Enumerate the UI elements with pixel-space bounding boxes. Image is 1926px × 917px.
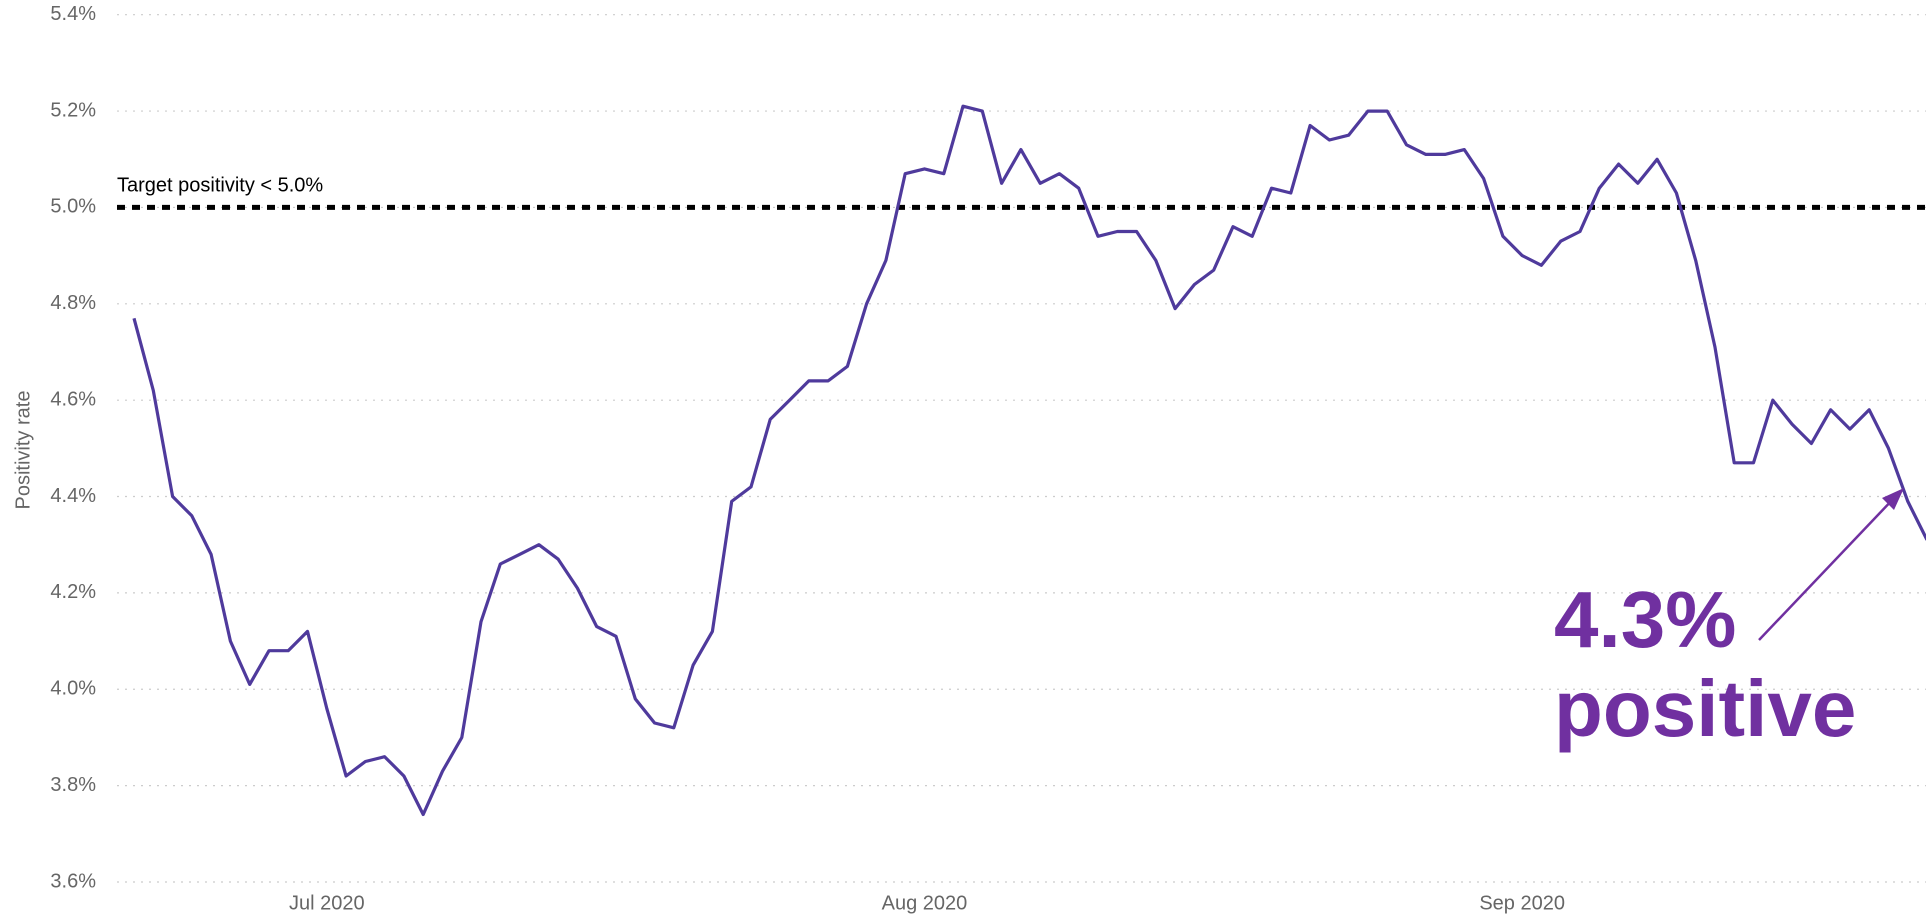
annotation-text: positive (1554, 664, 1856, 753)
target-label: Target positivity < 5.0% (117, 175, 323, 197)
y-tick-label: 4.8% (50, 292, 96, 314)
x-tick-label: Aug 2020 (882, 892, 968, 914)
y-tick-label: 4.6% (50, 388, 96, 410)
y-tick-label: 3.8% (50, 774, 96, 796)
y-tick-label: 3.6% (50, 870, 96, 892)
y-axis-label: Positivity rate (12, 391, 34, 510)
y-tick-label: 5.0% (50, 196, 96, 218)
y-tick-label: 4.4% (50, 485, 96, 507)
data-line (132, 104, 1926, 817)
x-tick-label: Sep 2020 (1479, 892, 1565, 914)
y-tick-label: 5.2% (50, 99, 96, 121)
y-tick-label: 4.2% (50, 581, 96, 603)
annotation-arrowhead (1882, 488, 1904, 510)
annotation-arrow (1758, 495, 1897, 641)
annotation-text: 4.3% (1554, 575, 1736, 664)
y-tick-label: 5.4% (50, 3, 96, 25)
y-tick-label: 4.0% (50, 678, 96, 700)
x-tick-label: Jul 2020 (289, 892, 365, 914)
